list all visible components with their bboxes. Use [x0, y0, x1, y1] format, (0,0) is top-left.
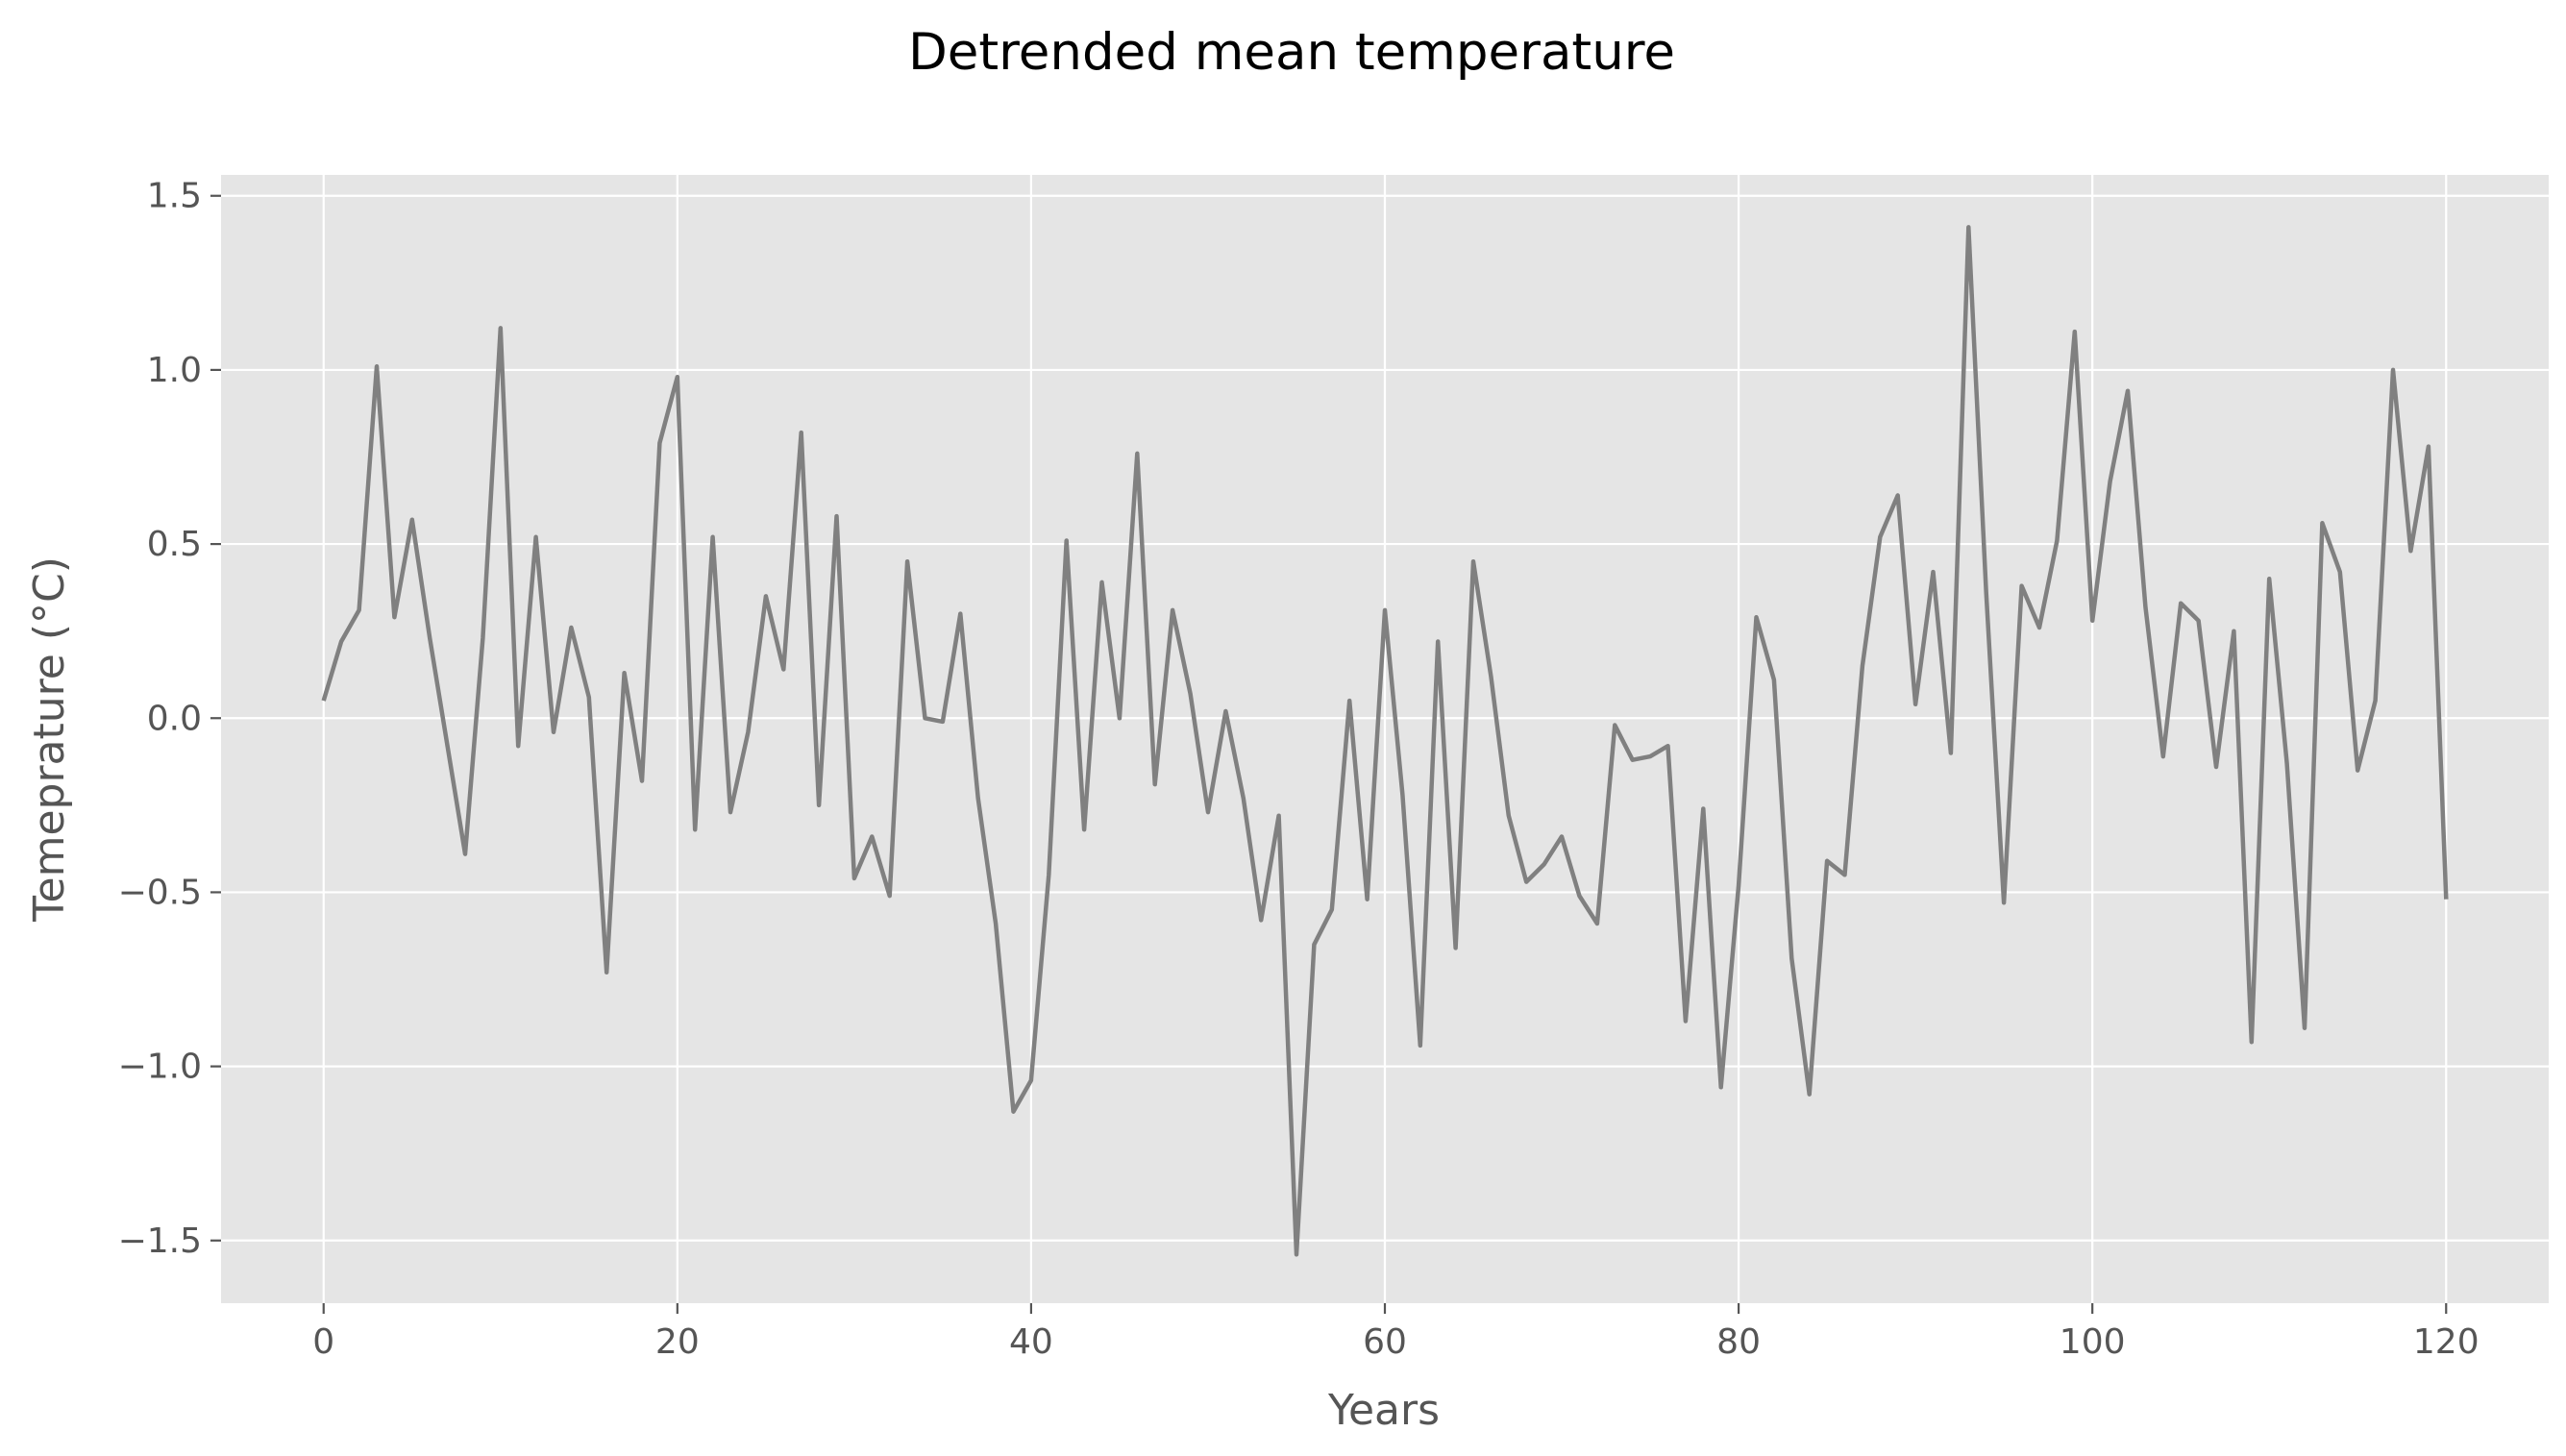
x-axis: 0 20 40 60 80 100 120: [312, 1303, 2480, 1362]
x-tick-label: 60: [1363, 1322, 1407, 1362]
y-tick-label: −1.0: [118, 1048, 202, 1087]
y-tick-label: −1.5: [118, 1222, 202, 1261]
series-line: [321, 225, 2449, 1257]
x-axis-label: Years: [1327, 1386, 1440, 1435]
y-tick-label: −0.5: [118, 873, 202, 912]
x-tick-label: 100: [2060, 1322, 2126, 1362]
x-tick-label: 40: [1009, 1322, 1053, 1362]
chart-title: Detrended mean temperature: [908, 23, 1675, 82]
y-tick-label: 0.5: [147, 525, 202, 564]
y-axis: −1.5 −1.0 −0.5 0.0 0.5 1.0 1.5: [118, 177, 221, 1261]
y-tick-label: 0.0: [147, 699, 202, 738]
y-axis-label: Temeprature (°C): [25, 556, 74, 923]
series-layer: [321, 225, 2449, 1257]
x-tick-label: 0: [312, 1322, 334, 1362]
x-tick-label: 80: [1716, 1322, 1761, 1362]
x-tick-label: 120: [2413, 1322, 2480, 1362]
x-tick-label: 20: [655, 1322, 700, 1362]
y-tick-label: 1.5: [147, 177, 202, 216]
y-tick-label: 1.0: [147, 351, 202, 390]
